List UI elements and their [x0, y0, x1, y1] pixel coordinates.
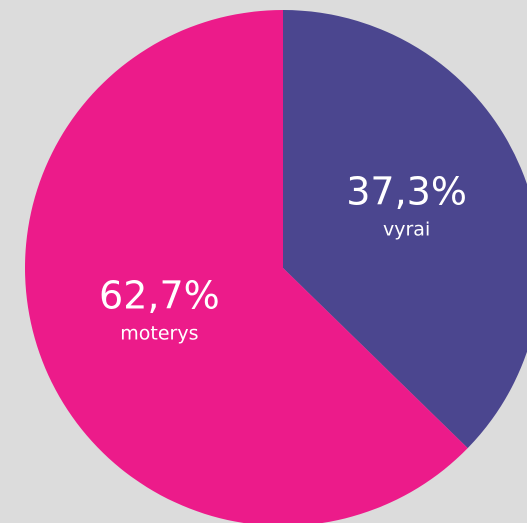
slice-category-label: moterys [120, 323, 198, 345]
slice-category-label: vyrai [383, 218, 430, 240]
pie-slice [283, 10, 527, 449]
pie-slice [25, 10, 468, 523]
slice-value-label: 37,3% [346, 169, 467, 213]
slice-value-label: 62,7% [99, 274, 220, 318]
